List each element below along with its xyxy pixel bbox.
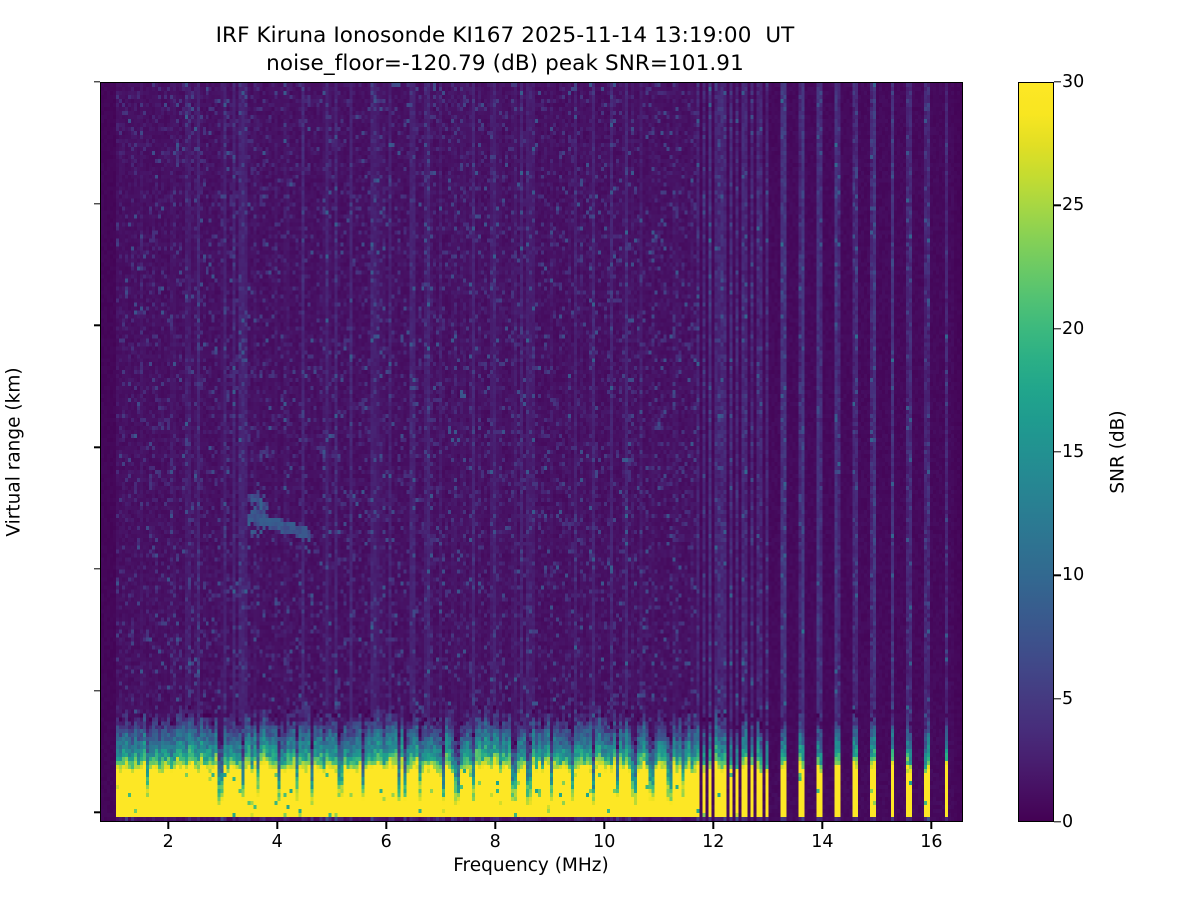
- colorbar-tick-mark: [1054, 327, 1061, 330]
- colorbar-tick-mark: [1054, 81, 1061, 83]
- colorbar-gradient: [1019, 83, 1053, 821]
- x-tick-label: 2: [162, 832, 174, 852]
- x-tick-label: 12: [702, 832, 725, 852]
- colorbar-tick-label: 10: [1062, 565, 1085, 586]
- colorbar-tick-mark: [1054, 574, 1061, 577]
- y-tick-mark: [93, 81, 100, 83]
- y-tick-mark: [93, 324, 100, 327]
- colorbar-tick-label: 25: [1062, 195, 1085, 216]
- x-tick-label: 6: [380, 832, 392, 852]
- y-tick-mark: [93, 203, 100, 205]
- y-tick-mark: [93, 689, 100, 692]
- colorbar-tick-label: 5: [1062, 688, 1074, 709]
- x-tick-mark: [821, 822, 824, 829]
- ionogram-heatmap-canvas: [101, 83, 962, 821]
- colorbar-tick-mark: [1054, 451, 1061, 453]
- colorbar-tick-mark: [1054, 821, 1061, 823]
- colorbar-tick-mark: [1054, 697, 1061, 700]
- title-line-2: noise_floor=-120.79 (dB) peak SNR=101.91: [266, 50, 744, 76]
- x-tick-label: 4: [271, 832, 283, 852]
- colorbar-tick-label: 30: [1062, 72, 1085, 92]
- colorbar-label: SNR (dB): [1107, 410, 1129, 494]
- title-line-1: IRF Kiruna Ionosonde KI167 2025-11-14 13…: [215, 23, 795, 48]
- x-tick-label: 8: [489, 832, 501, 852]
- figure-title: IRF Kiruna Ionosonde KI167 2025-11-14 13…: [0, 22, 1010, 77]
- x-tick-mark: [276, 822, 278, 829]
- x-tick-mark: [930, 822, 933, 829]
- x-tick-label: 10: [593, 832, 616, 852]
- x-tick-label: 14: [811, 832, 834, 852]
- colorbar-tick-mark: [1054, 204, 1061, 207]
- colorbar-tick-label: 0: [1062, 812, 1074, 832]
- y-tick-mark: [93, 446, 100, 448]
- colorbar-tick-label: 15: [1062, 442, 1085, 462]
- y-tick-mark: [93, 811, 100, 813]
- colorbar: [1018, 82, 1054, 822]
- x-tick-label: 16: [920, 832, 943, 852]
- x-axis-label: Frequency (MHz): [453, 855, 609, 876]
- y-axis-label: Virtual range (km): [3, 367, 25, 537]
- x-tick-mark: [494, 822, 496, 829]
- x-tick-mark: [385, 822, 387, 829]
- x-tick-mark: [167, 822, 169, 829]
- x-tick-mark: [603, 822, 605, 829]
- colorbar-tick-label: 20: [1062, 318, 1085, 339]
- y-tick-mark: [93, 568, 100, 570]
- ionogram-plot-area: [100, 82, 963, 822]
- x-tick-mark: [712, 822, 715, 829]
